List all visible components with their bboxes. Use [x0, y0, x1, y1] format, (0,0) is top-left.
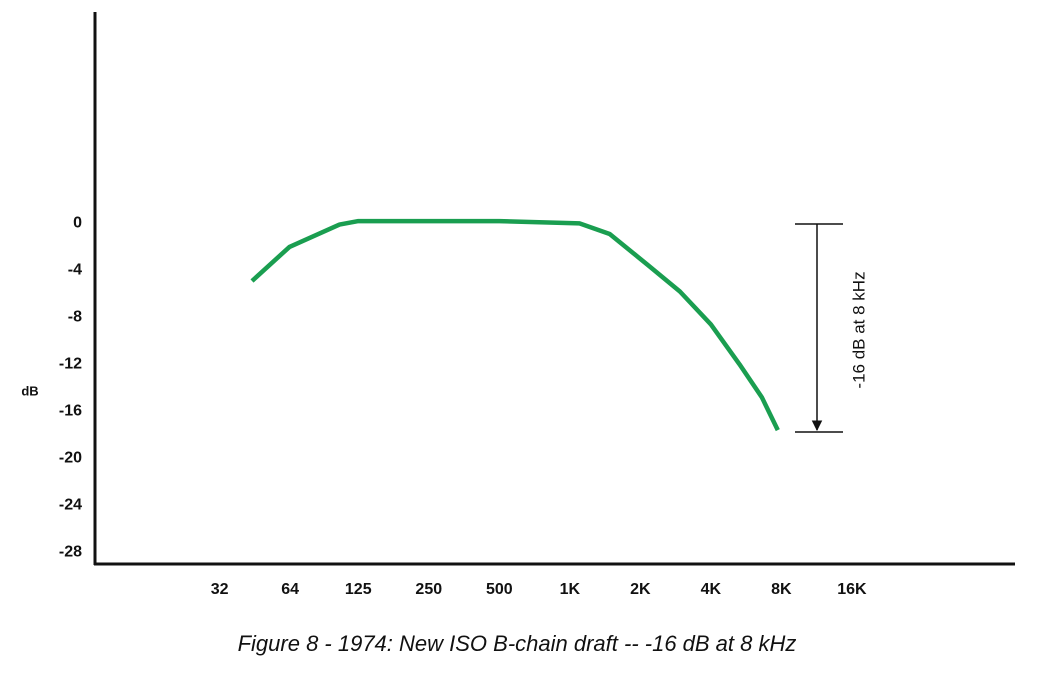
- y-tick-label: -24: [59, 496, 82, 513]
- x-tick-label: 4K: [701, 581, 722, 598]
- y-tick-label: -4: [68, 262, 82, 279]
- x-tick-label: 64: [281, 581, 299, 598]
- data-line: [250, 218, 780, 432]
- y-tick-label: -12: [59, 356, 82, 373]
- x-tick-label: 32: [211, 581, 229, 598]
- y-tick-label: -28: [59, 543, 82, 560]
- annotation: -16 dB at 8 kHz: [849, 271, 868, 388]
- x-tick-label: 500: [486, 581, 513, 598]
- y-tick-label: -20: [59, 450, 82, 467]
- y-tick-label: -8: [68, 309, 82, 326]
- annotation-bracket: [795, 223, 843, 433]
- x-tick-label: 250: [415, 581, 442, 598]
- y-tick-label: -16: [59, 403, 82, 420]
- caption: Figure 8 - 1974: New ISO B-chain draft -…: [238, 631, 797, 656]
- y-axis-label: dB: [21, 383, 38, 398]
- x-tick-label: 1K: [560, 581, 581, 598]
- y-tick-label: 0: [73, 215, 82, 232]
- x-tick-label: 8K: [771, 581, 792, 598]
- x-tick-label: 2K: [630, 581, 651, 598]
- x-tick-label: 125: [345, 581, 372, 598]
- x-tick-label: 16K: [837, 581, 867, 598]
